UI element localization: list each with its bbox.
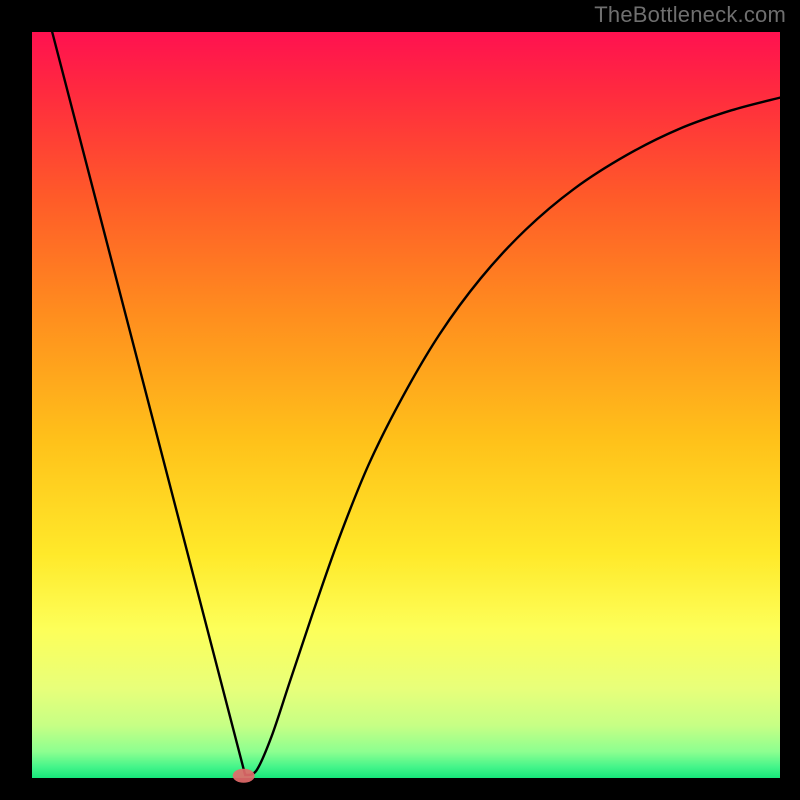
plot-area — [32, 32, 780, 778]
watermark-text: TheBottleneck.com — [594, 2, 786, 28]
plot-svg — [32, 32, 780, 778]
optimum-marker — [233, 769, 255, 783]
chart-outer: TheBottleneck.com — [0, 0, 800, 800]
gradient-background — [32, 32, 780, 778]
